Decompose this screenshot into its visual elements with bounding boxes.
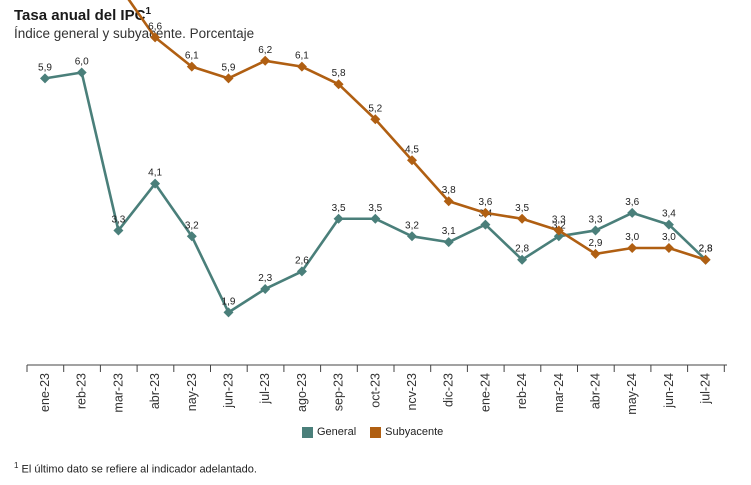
data-point-subyacente[interactable] [296,61,307,72]
data-label-general: 3,5 [332,203,346,214]
data-label-subyacente: 3,3 [552,214,566,225]
data-label-subyacente: 5,2 [368,103,382,114]
x-tick-label: nay-23 [185,373,199,411]
data-point-general[interactable] [443,237,454,248]
data-point-general[interactable] [627,207,638,218]
x-tick-label: mar-23 [111,373,125,413]
data-label-subyacente: 6,2 [258,45,272,56]
x-tick-label: dic-23 [442,373,456,407]
data-label-subyacente: 3,5 [515,203,529,214]
footnote: 1 El último dato se refiere al indicador… [14,461,257,476]
x-tick-label: ago-23 [295,373,309,412]
data-label-general: 2,3 [258,273,272,284]
data-point-subyacente[interactable] [223,73,234,84]
x-tick-label: abr-23 [148,373,162,409]
data-point-general[interactable] [150,178,161,189]
x-tick-label: reb-23 [75,373,89,409]
data-label-general: 3,5 [368,203,382,214]
data-point-general[interactable] [296,266,307,277]
data-label-general: 3,1 [442,226,456,237]
data-point-general[interactable] [333,213,344,224]
legend-swatch-subyacente [370,426,382,438]
data-label-general: 3,6 [625,197,639,208]
legend-label-subyacente: Subyacente [385,426,444,438]
data-label-general: 2,8 [699,244,713,255]
data-point-subyacente[interactable] [333,79,344,90]
legend-swatch-general [302,426,313,438]
data-label-subyacente: 6,6 [148,21,162,32]
legend-item-subyacente[interactable]: Subyacente [370,426,443,438]
data-point-subyacente[interactable] [517,213,528,224]
data-label-general: 2,6 [295,255,309,266]
data-label-general: 4,1 [148,168,162,179]
x-tick-label: ene-23 [38,373,52,412]
data-point-general[interactable] [40,73,50,84]
data-point-subyacente[interactable] [407,155,417,166]
x-tick-label: jul-24 [699,373,713,405]
data-label-general: 3,3 [589,214,603,225]
data-point-general[interactable] [480,219,491,230]
data-label-general: 2,8 [515,244,529,255]
data-point-subyacente[interactable] [443,196,454,207]
data-point-subyacente[interactable] [553,225,564,236]
data-label-subyacente: 5,8 [332,68,346,79]
data-label-subyacente: 3,6 [478,197,492,208]
data-label-subyacente: 2,9 [589,238,603,249]
data-point-general[interactable] [407,231,417,242]
data-label-subyacente: 3,8 [442,185,456,196]
data-label-general: 3,2 [185,220,199,231]
x-tick-label: ene-24 [478,373,492,412]
data-label-general: 3,4 [662,209,676,220]
data-point-general[interactable] [517,254,528,265]
data-point-subyacente[interactable] [700,254,711,265]
data-label-subyacente: 2,8 [699,244,713,255]
x-tick-label: oct-23 [368,373,382,408]
legend-label-general: General [317,426,357,438]
data-point-subyacente[interactable] [663,243,674,253]
data-label-subyacente: 5,9 [222,62,236,73]
data-label-general: 3,2 [405,220,419,231]
chart-title: Tasa anual del IPC1 [14,6,151,24]
data-label-general: 1,9 [222,296,236,307]
data-label-subyacente: 3,0 [662,232,676,243]
data-point-subyacente[interactable] [590,248,601,259]
chart-subtitle: Índice general y subyacente. Porcentaje [14,26,255,41]
data-label-general: 5,9 [38,62,52,73]
data-label-subyacente: 6,1 [295,51,309,62]
x-tick-label: ncv-23 [405,373,419,411]
x-tick-label: sep-23 [332,373,346,411]
data-label-subyacente: 6,1 [185,51,199,62]
data-point-general[interactable] [76,67,87,78]
data-point-general[interactable] [370,213,381,224]
chart-legend: General Subyacente [302,426,443,438]
x-tick-label: mar-24 [552,373,566,413]
data-point-subyacente[interactable] [370,114,381,125]
data-point-subyacente[interactable] [260,55,271,66]
data-label-general: 3,3 [111,214,125,225]
data-point-general[interactable] [590,225,601,236]
data-label-general: 6,0 [75,57,89,68]
data-point-subyacente[interactable] [186,61,197,72]
data-point-subyacente[interactable] [150,32,161,43]
x-tick-label: jun-23 [222,373,236,409]
data-point-general[interactable] [553,231,564,242]
data-point-general[interactable] [260,283,271,294]
data-point-general[interactable] [223,307,234,318]
data-label-subyacente: 4,5 [405,144,419,155]
legend-item-general[interactable]: General [302,426,356,438]
x-tick-label: reb-24 [515,373,529,409]
data-point-general[interactable] [113,225,124,236]
data-point-subyacente[interactable] [480,207,491,218]
x-tick-label: may-24 [625,373,639,415]
data-point-subyacente[interactable] [627,243,638,253]
data-point-general[interactable] [663,219,674,230]
x-tick-label: jun-24 [662,373,676,409]
x-tick-label: abr-24 [589,373,603,409]
x-tick-label: jul-23 [258,373,272,405]
data-point-general[interactable] [186,231,197,242]
data-label-subyacente: 3,0 [625,232,639,243]
